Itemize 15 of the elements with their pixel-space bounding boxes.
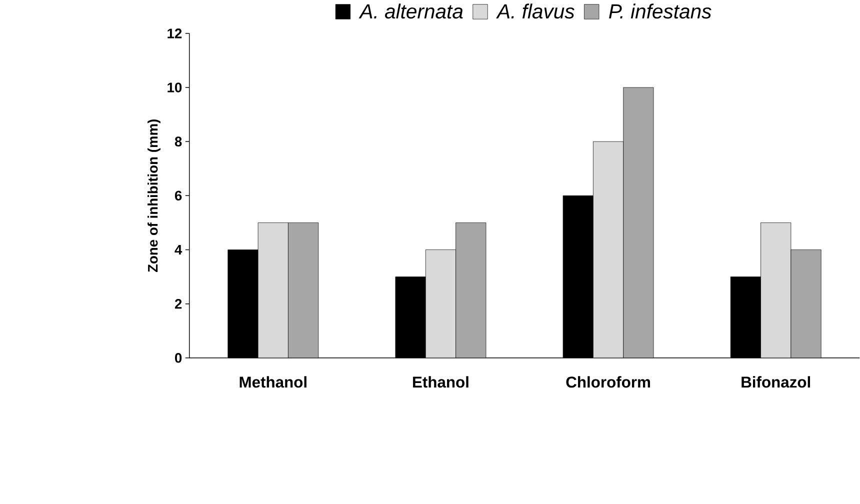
y-tick-label: 8	[174, 136, 182, 146]
y-tick-label: 0	[175, 353, 182, 363]
legend-label: A. alternata	[358, 4, 463, 19]
legend-label: A. flavus	[496, 4, 574, 19]
y-tick-label: 12	[168, 28, 182, 38]
x-tick-label: Ethanol	[413, 376, 468, 388]
y-tick-label: 4	[174, 244, 182, 255]
y-tick-label: 10	[168, 82, 182, 92]
x-tick-label: Bifonazol	[742, 376, 810, 388]
y-axis-title: Zone of inhibition (mm)	[148, 120, 160, 272]
y-tick-label: 6	[174, 190, 182, 201]
legend-label: P. infestans	[609, 4, 712, 19]
x-tick-label: Methanol	[240, 376, 306, 388]
x-tick-label: Chloroform	[566, 376, 650, 388]
y-tick-label: 2	[174, 299, 182, 309]
